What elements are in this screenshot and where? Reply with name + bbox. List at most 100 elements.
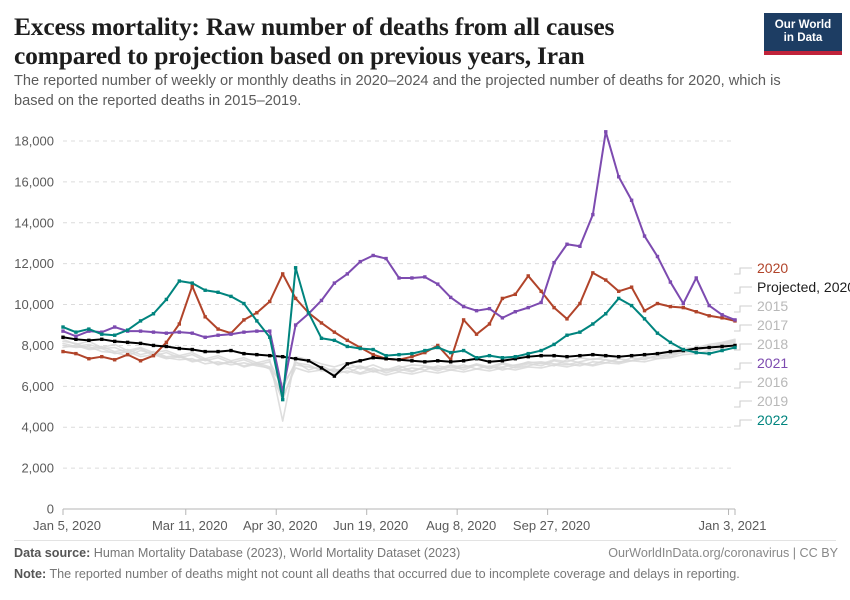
data-point[interactable] <box>61 335 65 339</box>
data-point[interactable] <box>293 296 298 301</box>
data-point[interactable] <box>229 348 233 353</box>
data-point[interactable] <box>216 327 220 331</box>
data-point[interactable] <box>655 254 660 259</box>
legend-item-projected-2020[interactable]: Projected, 2020 <box>757 279 850 295</box>
legend-item-2017[interactable]: 2017 <box>757 317 788 333</box>
data-point[interactable] <box>100 330 104 334</box>
data-point[interactable] <box>332 338 337 343</box>
data-point[interactable] <box>242 301 246 306</box>
data-point[interactable] <box>384 353 388 358</box>
legend-item-2015[interactable]: 2015 <box>757 298 788 314</box>
data-point[interactable] <box>164 331 169 335</box>
data-point[interactable] <box>229 294 233 299</box>
data-point[interactable] <box>87 327 91 331</box>
data-point[interactable] <box>319 366 324 370</box>
data-point[interactable] <box>513 354 518 359</box>
series-line-2020[interactable] <box>62 271 736 362</box>
data-point[interactable] <box>552 260 556 265</box>
data-point[interactable] <box>565 242 569 246</box>
data-point[interactable] <box>707 351 711 356</box>
data-point[interactable] <box>164 344 169 349</box>
line-chart[interactable]: 0 2,000 4,000 6,000 8,000 10,000 12,000 14,000 1… <box>0 118 850 536</box>
data-point[interactable] <box>112 339 117 344</box>
data-point[interactable] <box>345 344 350 349</box>
data-point[interactable] <box>268 329 272 333</box>
data-point[interactable] <box>655 351 660 356</box>
data-point[interactable] <box>668 280 673 284</box>
legend-item-2022[interactable]: 2022 <box>757 412 788 428</box>
data-point[interactable] <box>280 354 285 359</box>
data-point[interactable] <box>487 353 492 358</box>
data-point[interactable] <box>190 331 194 335</box>
data-point[interactable] <box>332 281 337 285</box>
data-point[interactable] <box>203 335 207 339</box>
data-point[interactable] <box>293 323 298 327</box>
legend-item-2020[interactable]: 2020 <box>757 260 788 276</box>
data-point[interactable] <box>242 330 246 334</box>
data-point[interactable] <box>242 351 246 356</box>
data-point[interactable] <box>255 352 259 357</box>
data-point[interactable] <box>694 276 698 280</box>
data-point[interactable] <box>616 289 621 293</box>
data-point[interactable] <box>190 284 194 288</box>
data-point[interactable] <box>681 347 686 352</box>
data-point[interactable] <box>423 348 427 353</box>
data-point[interactable] <box>138 341 143 346</box>
data-point[interactable] <box>151 343 156 348</box>
data-point[interactable] <box>461 318 466 322</box>
data-point[interactable] <box>591 322 595 326</box>
data-point[interactable] <box>203 288 207 292</box>
data-point[interactable] <box>487 306 492 311</box>
data-point[interactable] <box>268 299 272 304</box>
data-point[interactable] <box>552 342 556 347</box>
data-point[interactable] <box>500 359 505 363</box>
data-point[interactable] <box>293 357 298 361</box>
data-point[interactable] <box>578 330 582 334</box>
data-point[interactable] <box>733 345 737 350</box>
data-point[interactable] <box>410 351 414 356</box>
data-point[interactable] <box>345 362 350 366</box>
data-point[interactable] <box>539 348 543 353</box>
data-point[interactable] <box>423 360 427 364</box>
data-point[interactable] <box>384 357 388 361</box>
data-point[interactable] <box>268 353 272 358</box>
data-point[interactable] <box>655 301 660 306</box>
data-point[interactable] <box>112 358 117 362</box>
data-point[interactable] <box>513 357 518 361</box>
data-point[interactable] <box>177 279 182 283</box>
data-point[interactable] <box>642 234 647 238</box>
data-point[interactable] <box>681 301 686 306</box>
data-point[interactable] <box>474 332 479 336</box>
data-point[interactable] <box>578 244 582 248</box>
data-point[interactable] <box>216 333 220 337</box>
data-point[interactable] <box>526 305 530 310</box>
data-point[interactable] <box>604 353 608 358</box>
data-point[interactable] <box>461 359 466 363</box>
data-point[interactable] <box>190 281 194 285</box>
data-point[interactable] <box>190 347 194 352</box>
data-point[interactable] <box>629 285 634 289</box>
data-point[interactable] <box>591 352 595 357</box>
data-point[interactable] <box>319 298 324 303</box>
data-point[interactable] <box>410 276 414 280</box>
data-point[interactable] <box>694 350 698 355</box>
data-point[interactable] <box>436 282 440 286</box>
data-point[interactable] <box>112 333 117 337</box>
data-point[interactable] <box>164 297 169 302</box>
data-point[interactable] <box>319 336 324 340</box>
data-point[interactable] <box>371 352 375 357</box>
data-point[interactable] <box>125 340 130 345</box>
legend-item-2016[interactable]: 2016 <box>757 374 788 390</box>
data-point[interactable] <box>539 289 543 293</box>
data-point[interactable] <box>100 337 104 342</box>
data-point[interactable] <box>306 359 311 363</box>
data-point[interactable] <box>500 296 505 301</box>
data-point[interactable] <box>100 354 104 359</box>
data-point[interactable] <box>526 274 530 278</box>
series-line-2015[interactable] <box>62 340 736 386</box>
legend-item-2021[interactable]: 2021 <box>757 355 788 371</box>
data-point[interactable] <box>423 275 427 279</box>
data-point[interactable] <box>410 359 414 363</box>
data-point[interactable] <box>500 356 505 360</box>
data-point[interactable] <box>332 330 337 334</box>
